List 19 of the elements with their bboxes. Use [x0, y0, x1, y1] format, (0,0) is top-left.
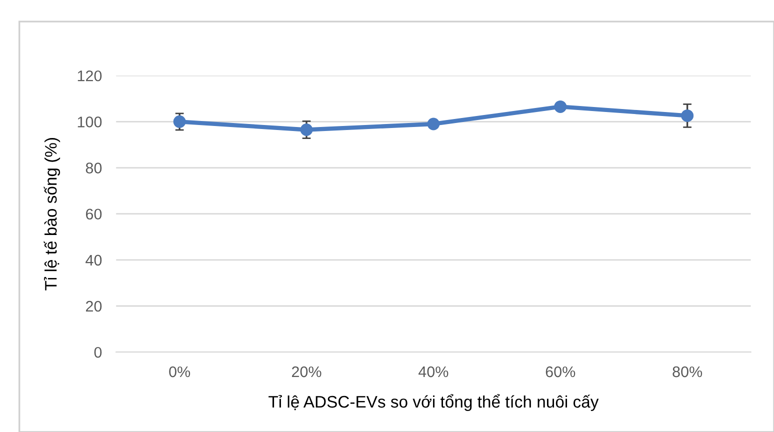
x-tick-label: 0%	[169, 366, 190, 378]
y-tick-label: 40	[86, 254, 102, 266]
y-tick-label: 120	[78, 70, 102, 82]
x-tick-label: 20%	[292, 366, 322, 378]
y-tick-label: 0	[94, 346, 102, 358]
point	[681, 109, 694, 122]
y-axis-title: Tỉ lệ tế bào sống (%)	[44, 138, 60, 290]
y-tick-label: 80	[86, 162, 102, 174]
point	[427, 118, 440, 130]
x-tick-label: 40%	[418, 366, 448, 378]
x-tick-label: 60%	[546, 366, 576, 378]
point	[173, 115, 186, 128]
point	[300, 123, 313, 136]
point	[554, 100, 567, 113]
y-tick-label: 60	[86, 208, 102, 220]
x-tick-label: 80%	[672, 366, 702, 378]
y-tick-label: 20	[86, 300, 102, 312]
y-tick-label: 100	[78, 116, 102, 128]
x-axis-title: Tỉ lệ ADSC-EVs so với tổng thể tích nuôi cấy	[268, 394, 599, 412]
